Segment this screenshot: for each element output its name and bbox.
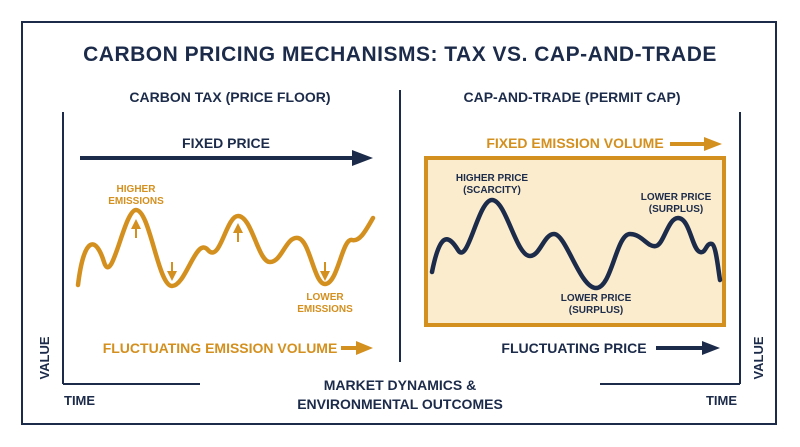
footer-line1: MARKET DYNAMICS & (324, 377, 476, 393)
higher-price-label-line2: (SCARCITY) (463, 185, 521, 196)
right-axis-y-label: VALUE (751, 336, 766, 379)
higher-emissions-label-line2: EMISSIONS (108, 196, 164, 207)
higher-emissions-label-line1: HIGHER (117, 184, 157, 195)
footer-line2: ENVIRONMENTAL OUTCOMES (297, 396, 503, 412)
lower-price-right-label-line1: LOWER PRICE (641, 192, 712, 203)
main-title: CARBON PRICING MECHANISMS: TAX VS. CAP-A… (83, 43, 717, 66)
left-heading: CARBON TAX (PRICE FLOOR) (129, 89, 330, 105)
fluctuating-price-arrow-head (702, 341, 720, 355)
fixed-price-arrow-head (352, 150, 373, 166)
emission-volume-arrow-head (356, 341, 373, 355)
lower-price-mid-label-line1: LOWER PRICE (561, 293, 632, 304)
fixed-emission-arrow-head (704, 137, 722, 151)
right-arrow-label: FIXED EMISSION VOLUME (486, 135, 663, 151)
lower-emissions-label-line1: LOWER (306, 292, 344, 303)
lower-price-right-label-line2: (SURPLUS) (649, 204, 703, 215)
lower-emissions-label-line2: EMISSIONS (297, 304, 353, 315)
left-arrow-label: FIXED PRICE (182, 135, 270, 151)
left-axis-x-label: TIME (64, 393, 95, 408)
lower-price-mid-label-line2: (SURPLUS) (569, 305, 623, 316)
right-bottom-label: FLUCTUATING PRICE (501, 340, 646, 356)
left-axis-y-label: VALUE (37, 336, 52, 379)
higher-price-label-line1: HIGHER PRICE (456, 173, 529, 184)
price-wave (429, 197, 723, 291)
left-bottom-label: FLUCTUATING EMISSION VOLUME (103, 340, 338, 356)
emission-volume-wave (75, 207, 376, 289)
right-heading: CAP-AND-TRADE (PERMIT CAP) (464, 89, 681, 105)
right-axis-x-label: TIME (706, 393, 737, 408)
permit-cap-box (424, 156, 726, 327)
outer-frame (21, 21, 777, 425)
